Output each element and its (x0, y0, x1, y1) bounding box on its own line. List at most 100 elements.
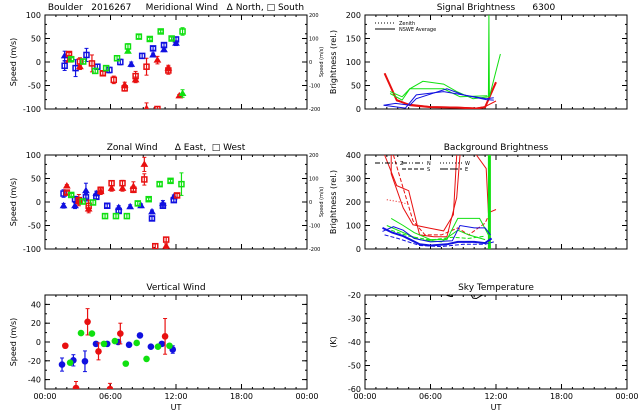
data-point-triangle (118, 184, 127, 191)
y-tick-label: 100 (346, 58, 361, 67)
y-tick-label: 100 (26, 151, 41, 160)
data-point-triangle (172, 39, 180, 46)
data-point-square (113, 54, 121, 62)
x-tick-label: 06:00 (99, 392, 122, 401)
y-tick-label: 50 (31, 35, 41, 44)
data-point-triangle (131, 75, 140, 83)
data-point-square (79, 58, 87, 65)
y-tick-label: 200 (346, 198, 361, 207)
y-tick-label: 0 (36, 198, 41, 207)
y2-tick-label: 200 (309, 13, 319, 19)
data-point-square (117, 58, 124, 66)
y2-tick-label: 0 (309, 60, 312, 66)
series-line-red (475, 155, 497, 214)
data-point-square (145, 195, 152, 203)
panel-meridional: Boulder 2016267 Meridional Wind Δ North,… (9, 3, 325, 114)
data-point-square (148, 215, 156, 222)
legend-label: S (427, 167, 430, 173)
y2-axis-label: Speed (m/s) (319, 47, 325, 77)
legend-label: N (427, 161, 431, 167)
y2-tick-label: 100 (309, 37, 319, 43)
y-tick-label: 50 (31, 175, 41, 184)
legend-label: Z (400, 161, 404, 167)
data-point-triangle (164, 64, 173, 71)
data-point-circle (122, 360, 130, 367)
data-point-square (156, 180, 163, 188)
panel-signal: Signal Brightness 6300 Brightness (rel.) 2… (329, 3, 628, 114)
series-line-green (389, 15, 501, 100)
data-point-square (162, 236, 170, 243)
data-point-circle (81, 357, 89, 365)
data-point-square (61, 62, 68, 70)
x-tick-label: 18:00 (550, 392, 573, 401)
y-axis-label: Speed (m/s) (9, 178, 18, 227)
series-line-blue (384, 234, 494, 248)
data-point-square (149, 45, 157, 52)
y-axis-label: Brightness (rel.) (329, 170, 338, 234)
data-point-circle (133, 339, 140, 347)
data-point-circle (143, 355, 150, 363)
data-point-triangle (84, 205, 93, 212)
data-point-circle (72, 384, 80, 389)
chart-title: Background Brightness (444, 143, 549, 153)
data-point-square (143, 63, 150, 70)
y2-tick-label: -200 (309, 107, 320, 113)
y2-tick-label: 200 (309, 153, 319, 159)
legend-label: W (465, 161, 470, 167)
y-tick-label: 200 (346, 11, 361, 20)
series-line-red (384, 155, 461, 238)
data-point-circle (106, 385, 114, 389)
legend-label: Zenith (399, 21, 415, 27)
data-point-circle (77, 329, 85, 337)
data-point-circle (95, 348, 102, 355)
data-point-square (154, 105, 161, 109)
data-point-triangle (76, 62, 84, 70)
series-line-red (392, 155, 490, 236)
data-point-circle (136, 332, 144, 339)
data-point-square (79, 198, 86, 205)
plot-area (59, 156, 185, 249)
y-tick-label: 40 (31, 300, 41, 309)
data-point-square (88, 60, 96, 67)
data-point-square (112, 212, 120, 220)
series-line-red (390, 155, 458, 232)
data-point-triangle (124, 47, 132, 54)
series-line-red (384, 73, 497, 109)
series-line-blue (383, 88, 494, 106)
x-tick-label: 12:00 (484, 392, 507, 401)
y-tick-label: 100 (26, 11, 41, 20)
chart-title: Signal Brightness 6300 (437, 3, 556, 13)
y2-tick-label: 0 (309, 200, 312, 206)
data-point-triangle (96, 187, 105, 195)
data-point-square (67, 55, 75, 63)
plot-frame (364, 14, 628, 110)
y-tick-label: 100 (346, 222, 361, 231)
series-line-blue (382, 226, 493, 247)
data-point-square (99, 70, 107, 77)
data-point-triangle (126, 202, 135, 210)
y2-tick-label: -100 (309, 224, 320, 230)
x-tick-label: 06:00 (419, 392, 442, 401)
data-point-triangle (149, 50, 157, 58)
data-point-square (82, 194, 90, 201)
y-tick-label: -60 (348, 385, 361, 394)
data-point-square (178, 180, 185, 188)
y-tick-label: 20 (31, 319, 41, 328)
data-point-circle (166, 342, 173, 350)
data-point-square (135, 33, 143, 40)
plot-area (444, 295, 485, 300)
y-tick-label: -100 (23, 105, 41, 114)
data-point-circle (154, 343, 162, 351)
plot-frame (44, 14, 308, 110)
x-axis-label: UT (491, 403, 502, 412)
data-point-square (83, 51, 90, 59)
data-point-circle (92, 340, 100, 348)
y-tick-label: 150 (346, 35, 361, 44)
x-tick-label: 00:00 (295, 392, 318, 401)
data-point-square (67, 191, 75, 199)
y-tick-label: 0 (356, 245, 361, 254)
y-axis-label: Brightness (rel.) (329, 30, 338, 94)
data-point-square (89, 199, 97, 206)
